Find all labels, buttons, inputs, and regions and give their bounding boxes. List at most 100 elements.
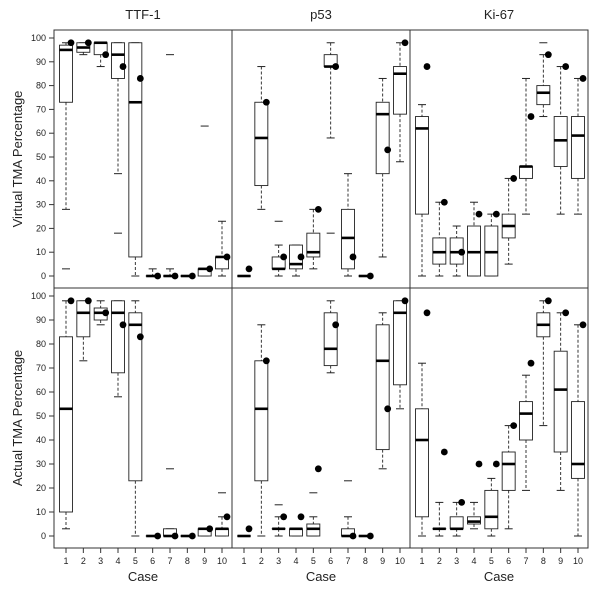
reference-point [84, 39, 92, 47]
box-case-8 [358, 272, 374, 280]
reference-point [171, 272, 179, 280]
x-tick-label: 5 [133, 556, 138, 566]
box-iqr [571, 116, 585, 179]
box-case-7 [341, 480, 357, 540]
box-case-7 [519, 77, 535, 215]
box-case-8 [536, 42, 552, 118]
y-tick-label: 40 [36, 176, 46, 186]
box-case-8 [358, 532, 374, 540]
reference-point [510, 175, 518, 182]
x-tick-label: 9 [202, 556, 207, 566]
box-case-4 [467, 201, 483, 277]
reference-point [349, 253, 357, 261]
box-iqr [111, 42, 125, 79]
box-case-10 [215, 492, 231, 537]
box-case-8 [536, 297, 552, 427]
box-case-3 [449, 499, 466, 537]
reference-point [544, 297, 552, 305]
x-tick-label: 6 [506, 556, 511, 566]
column-header-0: TTF-1 [125, 7, 160, 22]
box-case-1 [59, 297, 75, 530]
box-case-5 [128, 300, 144, 537]
reference-point [423, 63, 431, 70]
y-tick-label: 90 [36, 57, 46, 67]
reference-point [544, 51, 552, 59]
reference-point [366, 272, 374, 280]
box-case-4 [111, 42, 127, 234]
box-case-2 [432, 198, 448, 277]
panel-1-0 [59, 297, 231, 540]
box-iqr [254, 360, 269, 482]
reference-point [245, 265, 253, 273]
reference-point [262, 98, 270, 106]
x-tick-label: 10 [573, 556, 583, 566]
box-case-5 [484, 460, 500, 537]
x-tick-label: 3 [454, 556, 459, 566]
x-tick-label: 10 [395, 556, 405, 566]
box-case-8 [180, 532, 196, 540]
y-tick-label: 10 [36, 247, 46, 257]
panel-0-2 [415, 42, 587, 277]
box-iqr [415, 116, 429, 215]
reference-point [188, 532, 196, 540]
box-case-10 [571, 75, 587, 215]
box-case-4 [111, 300, 127, 398]
box-case-5 [306, 465, 322, 537]
box-iqr [128, 312, 143, 482]
reference-point [384, 146, 392, 154]
box-case-2 [76, 297, 92, 362]
x-tick-label: 1 [419, 556, 424, 566]
reference-point [67, 39, 75, 47]
reference-point [136, 333, 144, 341]
box-case-6 [323, 42, 340, 234]
reference-point [401, 39, 409, 47]
reference-point [280, 513, 288, 521]
x-axis-label-2: Case [484, 569, 514, 584]
row-label-0: Virtual TMA Percentage [10, 91, 25, 228]
x-tick-label: 3 [98, 556, 103, 566]
box-case-1 [415, 309, 431, 537]
box-iqr [323, 312, 338, 367]
box-case-9 [197, 125, 214, 277]
x-tick-label: 8 [541, 556, 546, 566]
box-case-4 [289, 244, 305, 277]
box-iqr [449, 516, 464, 530]
box-case-6 [145, 532, 162, 540]
y-tick-label: 30 [36, 459, 46, 469]
panel-0-1 [237, 39, 409, 280]
box-iqr [59, 44, 73, 103]
box-case-2 [254, 66, 270, 210]
reference-point [154, 532, 162, 540]
x-tick-label: 9 [558, 556, 563, 566]
y-tick-label: 60 [36, 128, 46, 138]
box-case-2 [432, 448, 448, 537]
reference-point [206, 265, 214, 273]
reference-point [510, 422, 518, 429]
box-iqr [375, 101, 390, 175]
panel-border-1-2 [409, 287, 589, 549]
reference-point [562, 309, 570, 317]
reference-point [332, 63, 340, 70]
box-iqr [553, 350, 568, 453]
reference-point [245, 525, 253, 533]
y-tick-label: 0 [41, 531, 46, 541]
box-case-3 [271, 220, 288, 277]
reference-point [475, 460, 483, 468]
box-case-10 [393, 297, 409, 410]
reference-point [458, 248, 466, 256]
reference-point [84, 297, 92, 305]
x-tick-label: 2 [437, 556, 442, 566]
box-case-6 [145, 268, 162, 280]
box-case-9 [197, 525, 214, 537]
x-tick-label: 2 [259, 556, 264, 566]
box-iqr [128, 42, 143, 258]
x-tick-label: 2 [81, 556, 86, 566]
box-iqr [254, 101, 269, 187]
box-case-3 [449, 225, 466, 277]
reference-point [262, 357, 270, 365]
row-label-1: Actual TMA Percentage [10, 350, 25, 486]
reference-point [119, 63, 127, 70]
box-case-10 [571, 321, 587, 537]
box-case-6 [501, 422, 518, 530]
